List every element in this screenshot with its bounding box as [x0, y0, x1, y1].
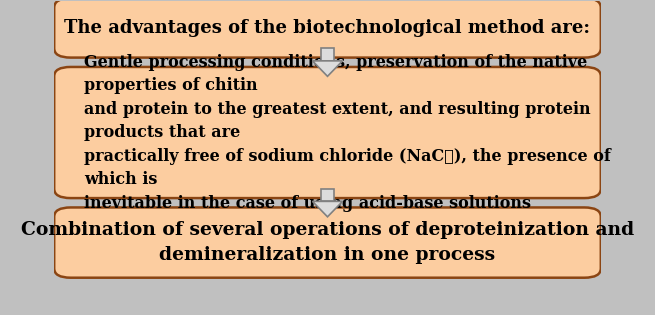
Polygon shape — [321, 189, 334, 201]
FancyBboxPatch shape — [54, 0, 601, 58]
Text: Combination of several operations of deproteinization and
demineralization in on: Combination of several operations of dep… — [21, 221, 634, 264]
Text: Gentle processing conditions, preservation of the native properties of chitin
an: Gentle processing conditions, preservati… — [84, 54, 611, 211]
FancyBboxPatch shape — [54, 67, 601, 198]
Polygon shape — [321, 48, 334, 61]
Polygon shape — [312, 61, 343, 76]
Polygon shape — [312, 201, 343, 217]
FancyBboxPatch shape — [54, 208, 601, 278]
Text: The advantages of the biotechnological method are:: The advantages of the biotechnological m… — [64, 19, 591, 37]
